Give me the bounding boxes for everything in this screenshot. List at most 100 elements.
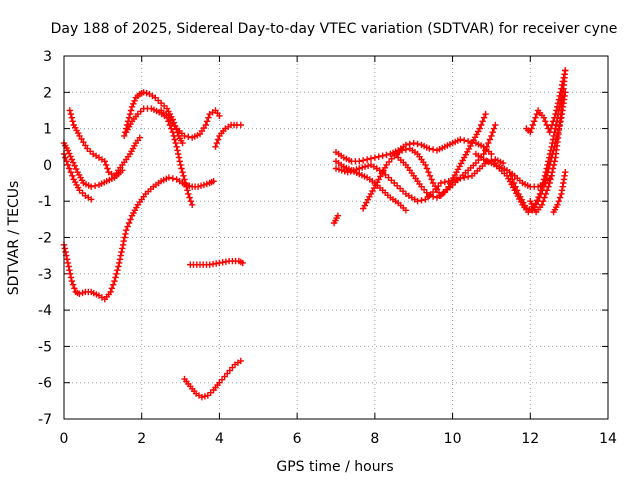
data-point-marker — [379, 152, 386, 159]
data-point-marker — [216, 112, 223, 120]
data-point-marker — [527, 129, 534, 136]
data-point-marker — [562, 169, 569, 176]
plot-frame — [63, 55, 609, 420]
y-tick-label: -4 — [38, 303, 52, 319]
data-point-marker — [71, 285, 78, 292]
data-point-marker — [119, 241, 127, 248]
data-point-marker — [68, 277, 75, 285]
data-point-marker — [548, 172, 555, 179]
data-point-marker — [62, 154, 69, 161]
data-point-marker — [499, 159, 507, 167]
data-point-marker — [202, 121, 209, 129]
data-point-marker — [341, 168, 348, 175]
data-point-marker — [383, 151, 390, 159]
y-tick-label: 0 — [43, 158, 52, 174]
x-tick-label: 8 — [370, 431, 379, 447]
data-point-marker — [549, 169, 556, 176]
data-point-marker — [239, 259, 246, 267]
x-tick-label: 12 — [521, 431, 539, 447]
data-point-marker — [186, 194, 193, 201]
data-point-marker — [194, 183, 202, 190]
data-point-marker — [67, 270, 74, 277]
x-tick-label: 0 — [60, 431, 69, 447]
data-point-marker — [556, 194, 564, 201]
data-point-marker — [344, 169, 351, 176]
data-point-marker — [169, 175, 176, 182]
grid-lines — [64, 56, 608, 419]
data-point-marker — [371, 154, 379, 161]
data-point-marker — [360, 157, 367, 164]
data-point-marker — [546, 179, 553, 187]
data-point-marker — [237, 357, 244, 365]
data-point-marker — [552, 110, 559, 118]
data-point-marker — [356, 165, 363, 172]
data-point-marker — [165, 174, 173, 181]
data-point-marker — [457, 136, 464, 143]
data-point-marker — [551, 158, 558, 165]
data-point-marker — [483, 143, 490, 150]
data-point-marker — [173, 143, 180, 150]
y-tick-label: 3 — [43, 49, 52, 65]
data-point-marker — [67, 274, 75, 281]
x-tick-label: 4 — [215, 431, 224, 447]
data-point-marker — [426, 192, 433, 199]
data-point-marker — [549, 165, 557, 172]
data-point-marker — [121, 234, 128, 241]
data-point-marker — [213, 139, 220, 147]
data-point-marker — [140, 89, 147, 96]
data-point-marker — [110, 281, 117, 288]
data-point-marker — [177, 161, 184, 169]
data-point-marker — [510, 179, 518, 187]
data-point-marker — [118, 248, 125, 256]
data-point-marker — [550, 161, 558, 169]
data-point-marker — [64, 259, 72, 267]
data-point-marker — [64, 147, 72, 154]
data-point-marker — [180, 172, 187, 179]
data-point-marker — [212, 143, 219, 150]
data-point-marker — [62, 248, 69, 256]
data-point-marker — [121, 132, 128, 140]
data-point-marker — [402, 207, 410, 214]
data-point-marker — [528, 125, 535, 132]
data-point-marker — [478, 121, 485, 129]
data-point-marker — [63, 256, 71, 263]
data-point-marker — [423, 165, 431, 172]
data-point-marker — [464, 138, 472, 145]
data-point-marker — [532, 114, 539, 121]
y-tick-label: -1 — [38, 194, 52, 210]
data-point-marker — [113, 270, 120, 277]
data-point-marker — [551, 114, 558, 121]
data-point-marker — [181, 176, 188, 183]
data-point-marker — [237, 121, 244, 129]
data-point-marker — [538, 201, 546, 208]
data-point-marker — [205, 114, 212, 121]
data-point-marker — [170, 132, 177, 140]
data-point-marker — [198, 394, 206, 401]
data-point-marker — [554, 201, 561, 208]
data-point-marker — [71, 162, 78, 169]
data-point-marker — [61, 245, 68, 252]
data-point-marker — [183, 183, 190, 190]
data-point-marker — [410, 139, 417, 147]
data-point-marker — [117, 252, 124, 259]
data-point-marker — [428, 176, 435, 183]
data-point-marker — [169, 129, 176, 136]
y-axis-label: SDTVAR / TECUs — [6, 181, 22, 296]
data-point-marker — [480, 114, 488, 121]
data-point-marker — [441, 178, 448, 186]
data-point-marker — [464, 173, 472, 180]
data-point-marker — [175, 154, 183, 161]
data-point-marker — [490, 125, 498, 132]
data-point-marker — [542, 118, 549, 125]
data-point-marker — [114, 267, 121, 274]
data-point-marker — [523, 205, 530, 212]
data-point-marker — [123, 227, 130, 234]
data-point-marker — [88, 183, 95, 190]
data-point-marker — [418, 197, 425, 204]
data-point-marker — [526, 206, 533, 213]
data-point-marker — [124, 223, 131, 230]
y-tick-label: 1 — [43, 122, 52, 138]
data-point-marker — [542, 190, 549, 198]
data-point-marker — [125, 114, 133, 121]
